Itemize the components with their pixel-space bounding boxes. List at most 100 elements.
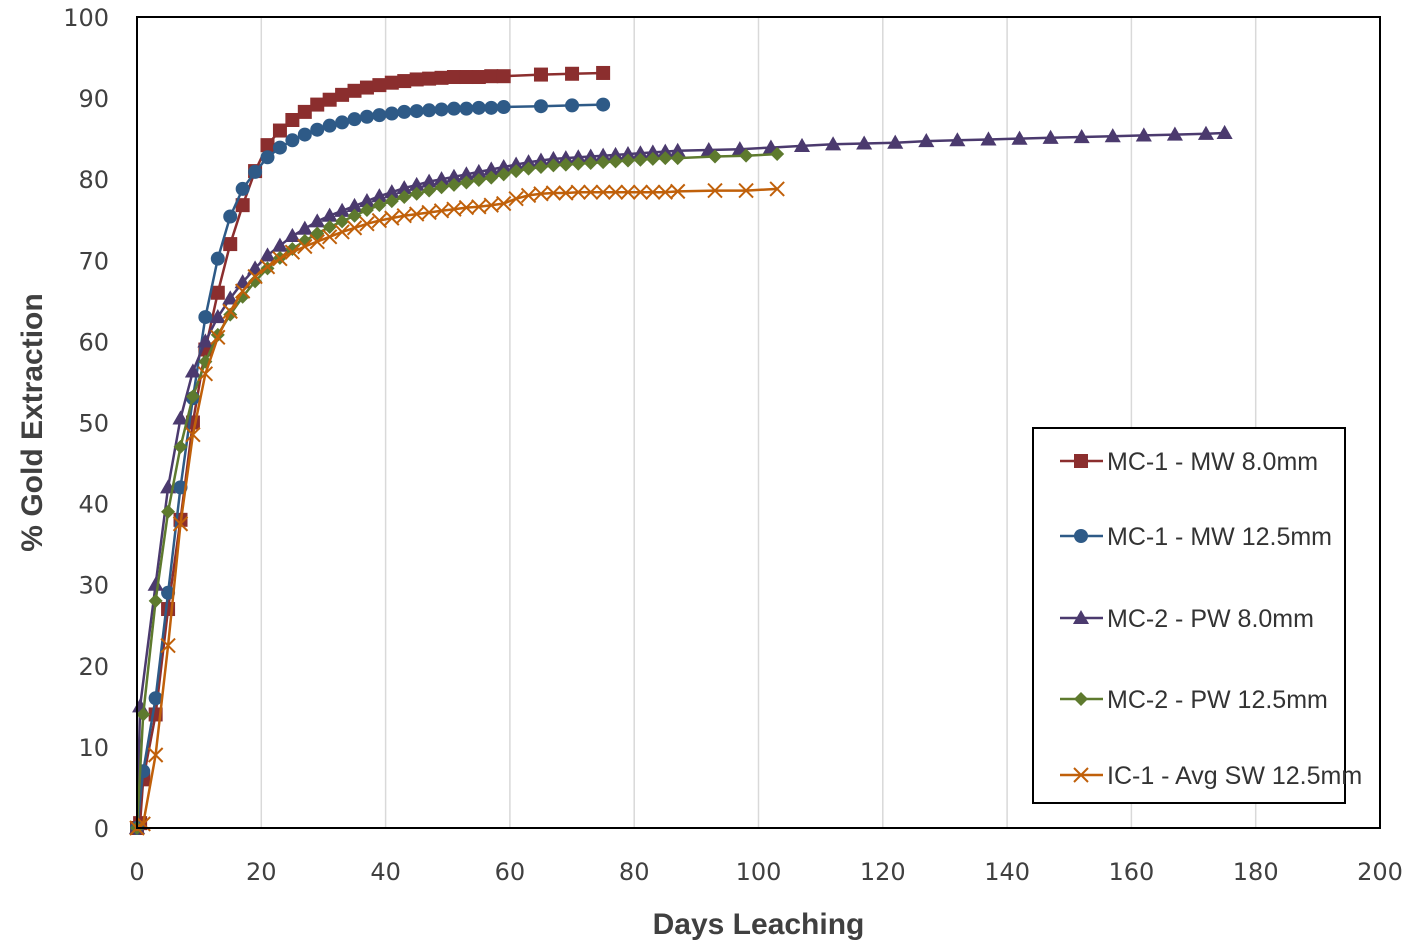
data-point [446,101,461,116]
data-point [322,92,337,107]
data-point [222,303,238,320]
series-1 [130,65,611,835]
data-point [335,87,350,102]
data-point [210,251,225,266]
y-tick-label: 40 [78,491,109,519]
data-point [458,199,475,216]
data-point [533,186,549,202]
y-tick-label: 100 [63,4,109,32]
data-point [471,173,486,188]
data-point [1074,692,1088,706]
data-point [459,175,474,190]
data-point [738,182,754,199]
data-point [147,576,164,591]
data-point [571,156,586,171]
data-point [633,152,648,167]
data-point [583,155,598,170]
data-point [459,101,474,116]
data-point [197,333,214,348]
data-point [570,149,587,164]
data-point [546,158,561,173]
data-point [309,233,325,250]
data-point [949,132,966,147]
data-point [619,146,637,161]
data-point [669,183,686,200]
x-tick-label: 20 [246,858,277,886]
x-tick-label: 60 [495,858,526,886]
data-point [533,160,548,175]
data-point [565,66,580,81]
legend-item: MC-1 - MW 12.5mm [1060,523,1332,551]
data-point [1216,124,1233,140]
data-point [271,237,288,252]
series-layer [128,65,1233,836]
data-point [372,198,387,213]
data-point [161,504,176,519]
y-tick-label: 30 [78,572,109,600]
data-point [160,637,176,654]
data-point [359,216,375,232]
x-axis-ticks: 0 20 40 60 80 100 120 140 160 180 200 [129,858,1403,886]
data-point [310,122,325,137]
x-tick-label: 120 [860,858,906,886]
data-point [148,593,163,608]
data-point [372,78,387,93]
data-point [421,204,437,221]
data-point [607,146,624,161]
legend-label: MC-2 - PW 8.0mm [1107,605,1314,633]
data-point [147,747,164,763]
data-point [296,220,313,235]
data-point [322,118,337,133]
data-point [521,161,536,176]
data-point [321,229,338,245]
data-point [384,75,399,90]
data-point [608,154,623,169]
data-point [347,83,362,98]
y-tick-label: 90 [78,85,109,113]
data-point [582,184,599,200]
data-point [322,220,337,235]
y-tick-label: 10 [78,734,109,762]
y-tick-label: 50 [78,410,109,438]
data-point [446,177,461,192]
data-point [657,184,673,200]
y-tick-label: 80 [78,166,109,194]
data-point [408,176,425,191]
x-tick-label: 180 [1233,858,1279,886]
data-point [596,97,611,112]
data-point [769,181,785,197]
data-point [397,104,412,119]
data-point [234,283,251,299]
data-point [285,112,300,127]
data-point [495,195,512,212]
data-point [321,207,338,222]
data-point [359,203,374,218]
data-point [184,363,201,378]
data-point [396,180,413,195]
data-point [384,210,400,226]
data-point [346,197,363,213]
series-line [136,187,778,830]
data-point [445,168,463,183]
data-point [825,136,842,151]
data-point [248,274,263,289]
data-point [471,100,486,115]
data-point [297,238,313,255]
data-point [433,171,450,186]
data-point [533,99,548,114]
data-point [384,106,399,121]
y-tick-label: 70 [78,247,109,275]
data-point [272,250,288,267]
data-point [483,161,500,176]
data-point [793,137,811,152]
data-point [471,70,486,85]
x-axis-title: Days Leaching [653,908,865,941]
data-point [471,199,487,215]
data-point [209,309,226,324]
series-2 [130,97,611,835]
legend-item: IC-1 - Avg SW 12.5mm [1060,762,1362,790]
data-point [434,70,449,85]
data-point [446,201,462,217]
data-point [470,163,487,178]
data-point [285,133,300,148]
